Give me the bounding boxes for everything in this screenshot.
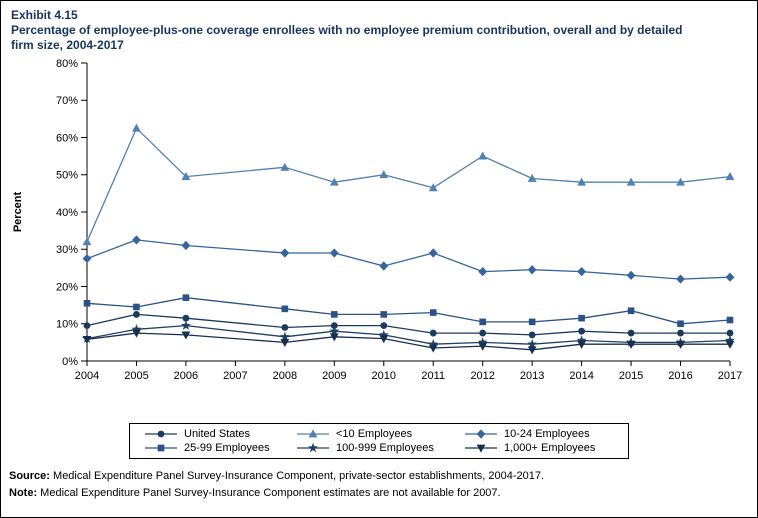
svg-text:70%: 70% <box>56 95 78 107</box>
diamond-marker-icon <box>465 429 497 439</box>
svg-text:2007: 2007 <box>223 370 247 382</box>
svg-text:0%: 0% <box>62 356 78 368</box>
svg-text:2005: 2005 <box>124 370 148 382</box>
legend-label: United States <box>184 428 251 440</box>
svg-text:2016: 2016 <box>668 370 692 382</box>
y-axis-label: Percent <box>12 191 24 232</box>
circle-marker-icon <box>145 430 177 438</box>
legend-item: <10 Employees <box>296 428 464 440</box>
svg-text:20%: 20% <box>56 281 78 293</box>
note-label: Note: <box>9 486 38 499</box>
svg-text:2008: 2008 <box>273 370 297 382</box>
svg-text:2017: 2017 <box>718 370 742 382</box>
star-marker-icon <box>297 442 329 453</box>
legend-item: United States <box>144 428 296 440</box>
chart-title: Percentage of employee-plus-one coverage… <box>11 23 683 52</box>
svg-text:2014: 2014 <box>569 370 593 382</box>
svg-text:2015: 2015 <box>619 370 643 382</box>
legend-item: 100-999 Employees <box>296 442 464 454</box>
source-text: Medical Expenditure Panel Survey-Insuran… <box>53 470 545 482</box>
exhibit-number: Exhibit 4.15 <box>11 8 78 22</box>
legend: United States <10 Employees 10-24 Employee… <box>129 423 629 459</box>
legend-label: 10-24 Employees <box>504 428 590 440</box>
note-line: Note: Medical Expenditure Panel Survey-I… <box>9 485 757 502</box>
chart-svg: 0% 10% 20% 30% 40% 50% 60% 70% 80% 2004 2005 2006 20… <box>12 58 742 382</box>
svg-text:40%: 40% <box>56 207 78 219</box>
legend-label: <10 Employees <box>336 428 413 440</box>
svg-text:2006: 2006 <box>174 370 198 382</box>
svg-text:2004: 2004 <box>75 370 99 382</box>
svg-text:60%: 60% <box>56 132 78 144</box>
series--10-employees <box>82 123 735 246</box>
svg-text:2013: 2013 <box>520 370 544 382</box>
triangle-up-marker-icon <box>297 429 329 438</box>
svg-text:2011: 2011 <box>421 370 445 382</box>
source-label: Source: <box>9 470 50 482</box>
source-line: Source: Medical Expenditure Panel Survey… <box>9 468 757 485</box>
triangle-down-marker-icon <box>465 444 497 453</box>
svg-text:2009: 2009 <box>322 370 346 382</box>
legend-label: 1,000+ Employees <box>504 442 596 454</box>
svg-text:80%: 80% <box>56 58 78 70</box>
legend-label: 25-99 Employees <box>184 442 270 454</box>
note-text: Medical Expenditure Panel Survey-Insuran… <box>40 486 501 499</box>
legend-item: 25-99 Employees <box>144 442 296 454</box>
svg-text:2010: 2010 <box>372 370 396 382</box>
series-united-states <box>83 311 734 339</box>
legend-label: 100-999 Employees <box>336 442 434 454</box>
series-1-000-employees <box>82 329 735 355</box>
series-10-24-employees <box>82 235 735 284</box>
legend-item: 10-24 Employees <box>464 428 614 440</box>
square-marker-icon <box>145 444 177 452</box>
svg-text:10%: 10% <box>56 319 78 331</box>
legend-item: 1,000+ Employees <box>464 442 614 454</box>
footnotes: Source: Medical Expenditure Panel Survey… <box>9 468 757 501</box>
axes: 0% 10% 20% 30% 40% 50% 60% 70% 80% 2004 2005 2006 20… <box>56 58 742 382</box>
svg-text:2012: 2012 <box>470 370 494 382</box>
svg-text:50%: 50% <box>56 170 78 182</box>
title-block: Exhibit 4.15 Percentage of employee-plus… <box>1 1 757 53</box>
svg-text:30%: 30% <box>56 244 78 256</box>
series-25-99-employees <box>83 294 734 328</box>
